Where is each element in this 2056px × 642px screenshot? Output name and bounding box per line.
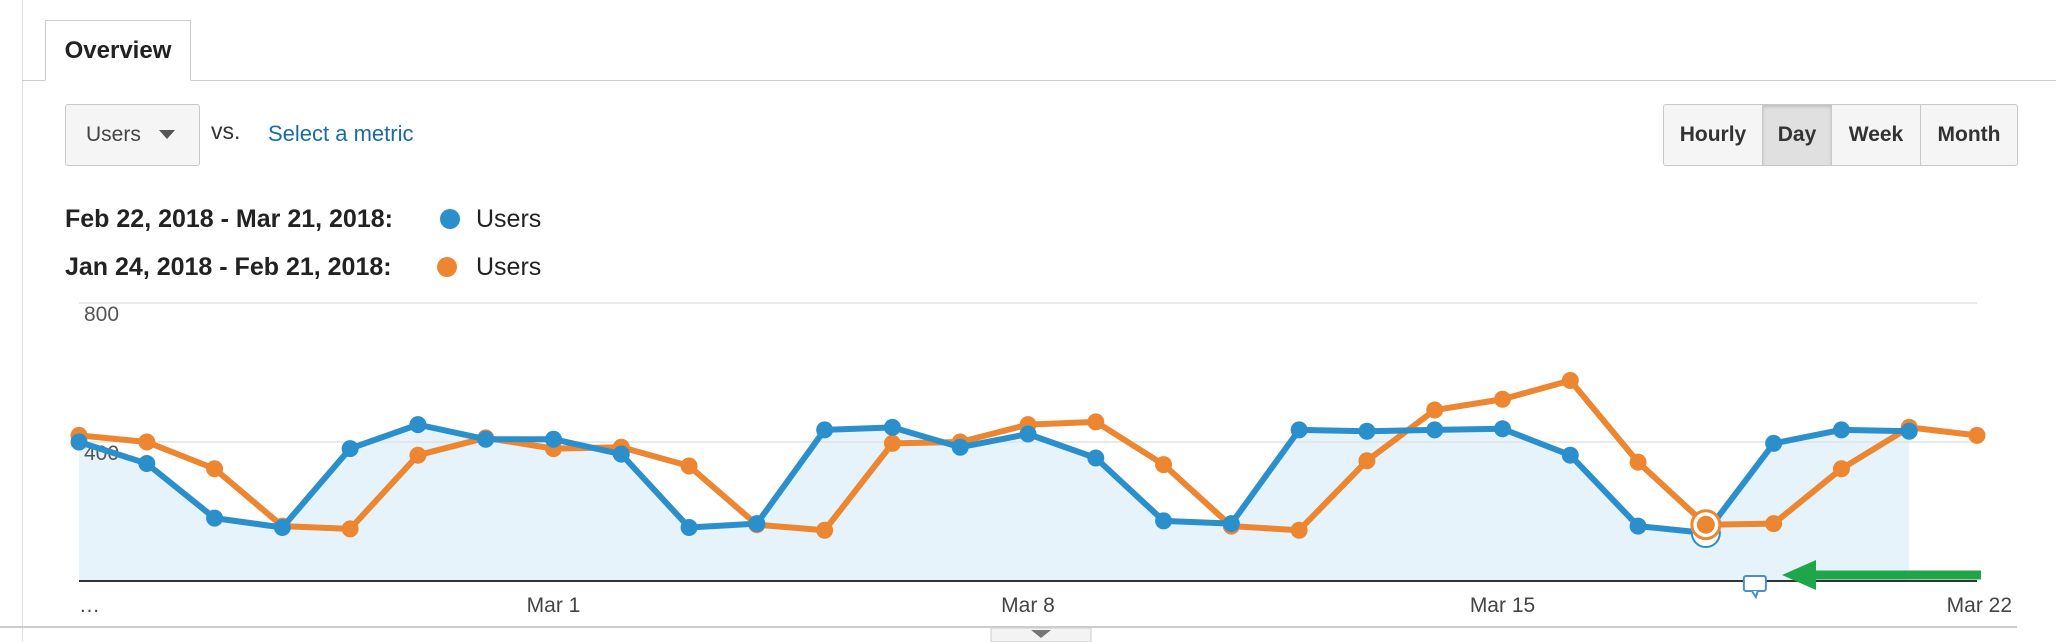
data-point	[816, 421, 834, 439]
granularity-button[interactable]: Month	[1920, 104, 2018, 166]
data-point	[1629, 453, 1647, 471]
y-tick-label: 800	[84, 303, 119, 326]
data-point	[1290, 421, 1308, 439]
legend-range: Feb 22, 2018 - Mar 21, 2018:	[65, 205, 393, 233]
data-point	[206, 509, 224, 527]
data-point	[341, 440, 359, 458]
area	[79, 424, 1910, 581]
data-point	[680, 457, 698, 475]
overview-tab[interactable]: Overview	[45, 20, 191, 81]
left-border	[22, 0, 23, 642]
legend-swatch	[440, 209, 460, 229]
data-point	[1426, 421, 1444, 439]
data-point	[816, 521, 834, 539]
data-point	[951, 438, 969, 456]
metric-label: Users	[86, 123, 141, 146]
data-point	[206, 460, 224, 478]
data-point	[1494, 390, 1511, 408]
data-point	[341, 520, 359, 538]
metric-dropdown[interactable]: Users	[65, 104, 200, 166]
legend-range: Jan 24, 2018 - Feb 21, 2018:	[65, 253, 392, 281]
x-tick-label: Mar 1	[527, 594, 581, 617]
granularity-button[interactable]: Day	[1762, 104, 1832, 166]
data-point	[1629, 517, 1647, 535]
annotation-icon	[1742, 575, 1767, 592]
data-point	[1087, 413, 1105, 431]
data-point	[409, 416, 427, 434]
expand-caret	[1031, 630, 1051, 638]
x-tick-label: Mar 8	[1001, 594, 1055, 617]
data-point	[1561, 446, 1579, 464]
data-point	[1561, 371, 1579, 389]
data-point	[1765, 515, 1783, 533]
tab-line	[22, 80, 2056, 81]
vs-label: vs.	[211, 118, 241, 144]
data-point	[138, 433, 156, 451]
data-point	[612, 445, 630, 463]
data-point	[477, 430, 495, 448]
data-point	[1019, 425, 1037, 443]
data-point	[883, 434, 901, 452]
data-point	[1358, 422, 1376, 440]
x-tick-label: …	[79, 594, 100, 617]
data-point	[1426, 401, 1444, 419]
dropdown-caret	[158, 130, 175, 139]
data-point	[883, 418, 901, 436]
data-point	[1290, 521, 1308, 539]
data-point	[138, 455, 156, 473]
data-point	[409, 446, 427, 464]
data-point	[680, 518, 698, 536]
data-point	[545, 430, 562, 448]
data-point	[70, 433, 88, 451]
annotation-icon-tail	[1751, 590, 1759, 600]
select-metric-link[interactable]: Select a metric	[268, 121, 414, 146]
arrow-head	[1782, 560, 1816, 590]
data-point	[1087, 449, 1105, 467]
data-point	[748, 515, 766, 533]
data-point	[1900, 422, 1918, 440]
x-tick-label: Mar 15	[1470, 594, 1535, 617]
data-point	[1765, 434, 1783, 452]
data-point	[1155, 512, 1173, 530]
data-point	[273, 518, 291, 536]
data-point	[1358, 452, 1376, 470]
data-point	[1832, 460, 1850, 478]
data-point	[1832, 421, 1850, 439]
granularity-button[interactable]: Hourly	[1663, 104, 1763, 166]
legend-name: Users	[476, 253, 542, 281]
series-line	[78, 421, 1910, 537]
legend-name: Users	[476, 205, 542, 233]
data-point	[1494, 420, 1511, 438]
data-point	[1968, 426, 1986, 444]
granularity-button[interactable]: Week	[1831, 104, 1921, 166]
data-point	[1155, 456, 1173, 474]
legend-swatch	[437, 257, 457, 277]
highlight-point	[1696, 515, 1715, 534]
x-tick-label: Mar 22	[1947, 594, 2012, 617]
data-point	[1222, 515, 1240, 533]
